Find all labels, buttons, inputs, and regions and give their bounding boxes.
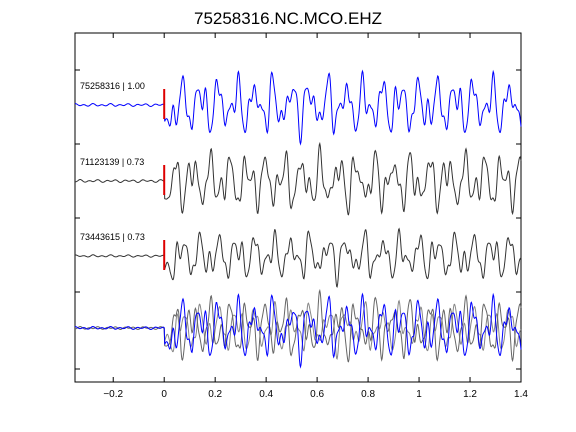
y-ticks bbox=[75, 69, 521, 370]
x-tick-label: 0.4 bbox=[259, 389, 273, 400]
x-tick-label: 1.4 bbox=[514, 389, 528, 400]
x-tick-label: 0.8 bbox=[361, 389, 375, 400]
x-tick-label: 0.6 bbox=[310, 389, 324, 400]
trace-label-2: 71123139 | 0.73 bbox=[80, 157, 144, 167]
x-tick-label: 1.2 bbox=[463, 389, 477, 400]
x-tick-label: 0 bbox=[161, 389, 167, 400]
x-axis: −0.2 0 0.2 0.4 0.6 0.8 1 1.2 1.4 bbox=[103, 33, 528, 400]
trace-1 bbox=[75, 69, 522, 146]
traces bbox=[74, 69, 522, 369]
axes-frame bbox=[74, 32, 522, 383]
trace-2 bbox=[75, 141, 522, 216]
overlay-trace-2 bbox=[75, 288, 522, 363]
trace-3 bbox=[74, 227, 522, 288]
trace-label-3: 73443615 | 0.73 bbox=[80, 232, 145, 242]
chart-title: 75258316.NC.MCO.EHZ bbox=[194, 9, 382, 28]
overlay-trace-1 bbox=[75, 292, 522, 369]
x-tick-label: 0.2 bbox=[208, 389, 222, 400]
trace-labels: 75258316 | 1.00 71123139 | 0.73 73443615 |… bbox=[80, 81, 145, 242]
x-tick-label: −0.2 bbox=[103, 389, 123, 400]
x-tick-label: 1 bbox=[416, 389, 422, 400]
trace-label-1: 75258316 | 1.00 bbox=[80, 81, 145, 91]
